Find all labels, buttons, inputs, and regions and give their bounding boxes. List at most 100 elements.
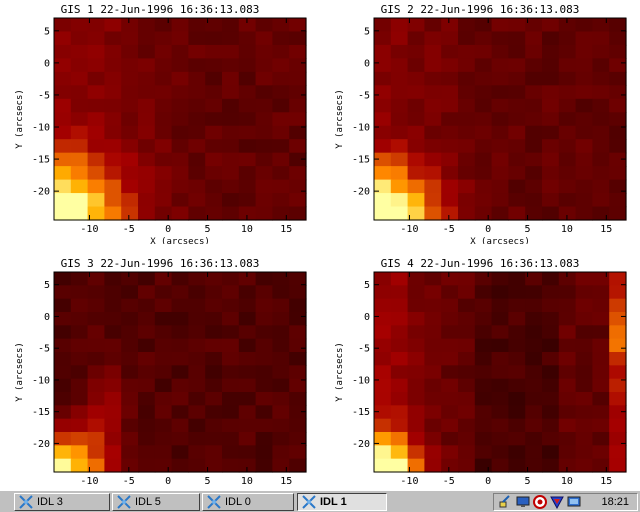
heatmap-cell <box>575 418 593 433</box>
heatmap-cell <box>390 58 409 73</box>
heatmap-cell <box>508 445 526 460</box>
heatmap-cell <box>609 44 627 59</box>
heatmap-cell <box>138 206 156 221</box>
heatmap-cell <box>54 285 72 300</box>
heatmap-cell <box>491 338 509 353</box>
heatmap-cell <box>558 112 577 127</box>
heatmap-cell <box>374 98 392 113</box>
idl-app-icon <box>302 495 316 509</box>
heatmap-cell <box>104 378 122 393</box>
x-tick-label: 15 <box>600 476 612 487</box>
heatmap-cell <box>458 392 476 406</box>
heatmap-cell <box>138 325 156 340</box>
heatmap-cell <box>222 193 240 208</box>
shield-icon[interactable] <box>550 495 564 509</box>
heatmap-cell <box>592 206 610 221</box>
heatmap-cell <box>289 338 307 353</box>
heatmap-cell <box>525 445 543 460</box>
heatmap-cell <box>458 112 476 127</box>
heatmap-cell <box>458 166 476 181</box>
heatmap-cell <box>121 432 139 446</box>
heatmap-cell <box>491 392 509 406</box>
heatmap-cell <box>558 85 577 100</box>
heatmap-cell <box>609 298 627 313</box>
heatmap-cell <box>390 312 409 326</box>
heatmap-cell <box>222 44 240 59</box>
heatmap-cell <box>54 139 72 154</box>
task-idl-3[interactable]: IDL 3 <box>14 493 110 511</box>
heatmap-cell <box>542 139 560 154</box>
heatmap-cell <box>87 18 105 33</box>
heatmap-cell <box>525 193 543 208</box>
heatmap-cell <box>238 166 257 181</box>
monitor-icon[interactable] <box>516 495 530 509</box>
heatmap-cell <box>289 392 307 406</box>
heatmap-cell <box>70 166 89 181</box>
heatmap-cell <box>508 432 526 446</box>
display-icon[interactable] <box>567 495 581 509</box>
heatmap-cell <box>592 352 610 366</box>
heatmap-cell <box>205 432 223 446</box>
heatmap-cell <box>592 31 610 46</box>
y-tick-label: 0 <box>364 58 370 69</box>
heatmap <box>54 18 307 221</box>
heatmap-cell <box>525 378 543 393</box>
heatmap-cell <box>424 312 442 326</box>
heatmap-cell <box>441 325 459 340</box>
heatmap-cell <box>542 44 560 59</box>
heatmap-cell <box>104 152 122 167</box>
heatmap-cell <box>238 298 257 313</box>
heatmap-cell <box>458 18 476 33</box>
x-tick-label: 15 <box>280 224 292 235</box>
heatmap-cell <box>188 179 206 194</box>
heatmap-cell <box>374 392 392 406</box>
heatmap-cell <box>272 166 290 181</box>
heatmap-cell <box>171 112 189 127</box>
heatmap-cell <box>441 378 459 393</box>
heatmap-cell <box>171 405 189 420</box>
heatmap-cell <box>508 152 526 167</box>
heatmap-cell <box>70 85 89 100</box>
heatmap-cell <box>525 418 543 433</box>
heatmap-cell <box>525 152 543 167</box>
heatmap-cell <box>575 298 593 313</box>
heatmap-cell <box>458 58 476 73</box>
heatmap-cell <box>188 166 206 181</box>
heatmap-cell <box>171 352 189 366</box>
heatmap-cell <box>171 392 189 406</box>
heatmap-cell <box>558 285 577 300</box>
network-icon[interactable] <box>499 495 513 509</box>
heatmap-cell <box>424 445 442 460</box>
heatmap-cell <box>508 166 526 181</box>
task-idl-1[interactable]: IDL 1 <box>297 493 387 511</box>
panel-title: GIS 3 22-Jun-1996 16:36:13.083 <box>61 257 260 270</box>
x-tick-label: -10 <box>400 476 418 487</box>
heatmap-cell <box>424 18 442 33</box>
heatmap-cell <box>407 112 425 127</box>
heatmap-cell <box>255 352 273 366</box>
heatmap-cell <box>289 193 307 208</box>
heatmap-cell <box>272 365 290 380</box>
heatmap-cell <box>54 166 72 181</box>
heatmap-cell <box>390 405 409 420</box>
heatmap-cell <box>70 139 89 154</box>
heatmap-cell <box>222 139 240 154</box>
heatmap-cell <box>508 71 526 86</box>
heatmap-cell <box>407 71 425 86</box>
heatmap-cell <box>575 98 593 113</box>
heatmap-cell <box>575 458 593 473</box>
task-idl-0[interactable]: IDL 0 <box>202 493 294 511</box>
panel-title: GIS 2 22-Jun-1996 16:36:13.083 <box>381 3 580 16</box>
heatmap-cell <box>609 71 627 86</box>
heatmap-cell <box>508 298 526 313</box>
x-tick-label: -10 <box>80 224 98 235</box>
heatmap-cell <box>54 193 72 208</box>
heatmap-cell <box>205 85 223 100</box>
record-icon[interactable] <box>533 495 547 509</box>
heatmap-cell <box>238 432 257 446</box>
task-idl-5[interactable]: IDL 5 <box>112 493 200 511</box>
heatmap-cell <box>272 179 290 194</box>
heatmap-cell <box>54 418 72 433</box>
heatmap-cell <box>542 312 560 326</box>
heatmap-cell <box>138 458 156 473</box>
